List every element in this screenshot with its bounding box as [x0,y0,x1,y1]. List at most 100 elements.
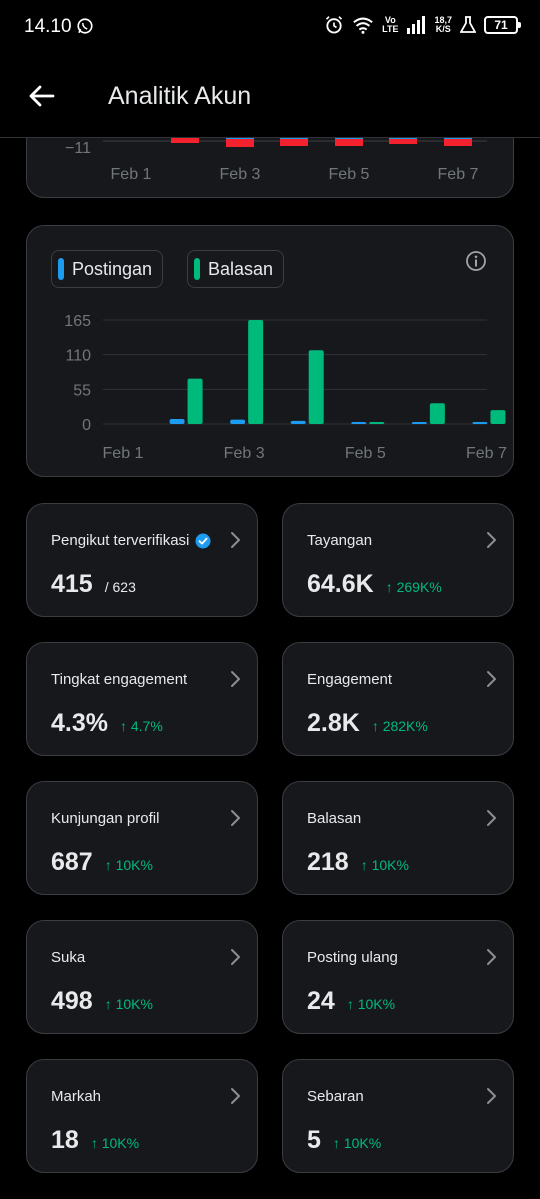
stat-card[interactable]: Pengikut terverifikasi 415 / 623 [26,503,258,617]
posts-replies-chart-card: Postingan Balasan 0 55 110 165 Feb 1 Feb 3 Feb… [26,225,514,477]
chevron-right-icon [487,949,496,965]
stat-card[interactable]: Sebaran 5 ↑ 10K% [282,1059,514,1173]
bar-balasan-feb-4 [308,350,324,424]
top-chart-y-tick: −11 [65,140,91,157]
stat-card[interactable]: Engagement 2.8K ↑ 282K% [282,642,514,756]
bar-postingan-feb-5 [351,422,367,424]
x-tick-label: Feb 3 [224,445,265,462]
chevron-right-icon [231,1088,240,1104]
chevron-right-icon [487,810,496,826]
legend-label-postingan: Postingan [72,258,153,279]
legend-color-postingan [58,258,64,280]
alarm-icon [326,16,343,34]
stat-value: 2.8K [307,709,360,737]
chevron-right-icon [231,671,240,687]
top-chart-x-tick: Feb 7 [438,166,479,183]
stat-total: / 623 [104,579,136,595]
stat-value: 24 [307,987,335,1015]
bar-postingan-feb-3 [230,419,246,424]
stat-change: ↑ 4.7% [119,718,163,734]
legend-balasan[interactable]: Balasan [187,250,285,288]
bar-balasan-feb-3 [248,320,264,424]
top-chart-x-tick: Feb 1 [111,166,152,183]
verified-badge-icon [195,533,211,548]
bar-postingan-feb-7 [472,422,488,424]
page-title: Analitik Akun [108,82,252,110]
top-chart-bar [444,139,472,146]
bar-balasan-feb-7 [490,410,506,424]
page-header: Analitik Akun [0,56,540,138]
stat-value: 498 [51,987,93,1015]
x-tick-label: Feb 7 [466,445,507,462]
stat-card[interactable]: Tingkat engagement 4.3% ↑ 4.7% [26,642,258,756]
stat-value-row: 687 ↑ 10K% [51,848,153,877]
stat-value: 5 [307,1126,321,1154]
bar-postingan-feb-6 [411,422,427,424]
stat-change: ↑ 282K% [371,718,428,734]
stat-label: Posting ulang [307,949,398,966]
stat-change: ↑ 10K% [332,1135,382,1151]
stat-value: 4.3% [51,709,108,737]
stat-value-row: 24 ↑ 10K% [307,987,395,1016]
stat-value-row: 218 ↑ 10K% [307,848,409,877]
stat-change: ↑ 10K% [90,1135,140,1151]
stat-change: ↑ 10K% [104,996,153,1012]
stat-value: 687 [51,848,93,876]
stat-change: ↑ 10K% [360,857,409,873]
stat-value: 218 [307,848,349,876]
stat-label: Markah [51,1088,102,1105]
network-type: Vo LTE [382,15,399,34]
chevron-right-icon [231,949,240,965]
battery-indicator: 71 [484,16,521,34]
bar-balasan-feb-6 [429,403,445,424]
stat-value: 18 [51,1126,79,1154]
bar-postingan-feb-4 [290,420,306,424]
stat-label: Tingkat engagement [51,671,188,688]
stat-card[interactable]: Balasan 218 ↑ 10K% [282,781,514,895]
status-time: 14.10 [24,16,72,37]
stat-card[interactable]: Suka 498 ↑ 10K% [26,920,258,1034]
legend-color-balasan [194,258,200,280]
stat-label: Kunjungan profil [51,810,160,827]
stat-label: Engagement [307,671,393,688]
stat-card[interactable]: Tayangan 64.6K ↑ 269K% [282,503,514,617]
stat-card[interactable]: Kunjungan profil 687 ↑ 10K% [26,781,258,895]
chevron-right-icon [487,671,496,687]
stat-value-row: 18 ↑ 10K% [51,1126,139,1155]
y-tick-label: 165 [64,313,91,330]
status-bar: 14.10 Vo LTE 18,7 K/S [0,0,540,56]
y-tick-label: 110 [65,348,91,365]
chevron-right-icon [231,532,240,548]
top-chart-bar [226,139,254,147]
top-chart-x-tick: Feb 5 [329,166,370,183]
bar-postingan-feb-2 [169,418,185,424]
top-chart-bar [280,139,308,146]
chevron-right-icon [487,1088,496,1104]
legend-postingan[interactable]: Postingan [51,250,164,288]
stat-label: Tayangan [307,532,373,549]
stat-value-row: 415 / 623 [51,570,136,599]
stat-card[interactable]: Markah 18 ↑ 10K% [26,1059,258,1173]
stat-label: Sebaran [307,1088,364,1105]
stat-label: Pengikut terverifikasi [51,532,211,549]
stat-value-row: 5 ↑ 10K% [307,1126,381,1155]
y-tick-label: 0 [82,417,91,434]
stat-change: ↑ 10K% [346,996,396,1012]
stat-change: ↑ 10K% [104,857,153,873]
stat-change: ↑ 269K% [385,579,442,595]
chevron-right-icon [487,532,496,548]
top-chart-x-tick: Feb 3 [220,166,261,183]
stat-label: Balasan [307,810,362,827]
info-icon[interactable] [465,250,487,272]
wifi-icon [353,17,373,34]
stat-value-row: 64.6K ↑ 269K% [307,570,442,599]
chevron-right-icon [231,810,240,826]
back-arrow-icon[interactable] [26,80,58,112]
x-tick-label: Feb 5 [345,445,386,462]
flask-icon [460,16,476,33]
top-chart-bar [335,139,363,146]
stat-card[interactable]: Posting ulang 24 ↑ 10K% [282,920,514,1034]
network-speed: 18,7 K/S [434,15,452,34]
stat-value: 415 [51,570,93,598]
stat-value-row: 4.3% ↑ 4.7% [51,709,163,738]
